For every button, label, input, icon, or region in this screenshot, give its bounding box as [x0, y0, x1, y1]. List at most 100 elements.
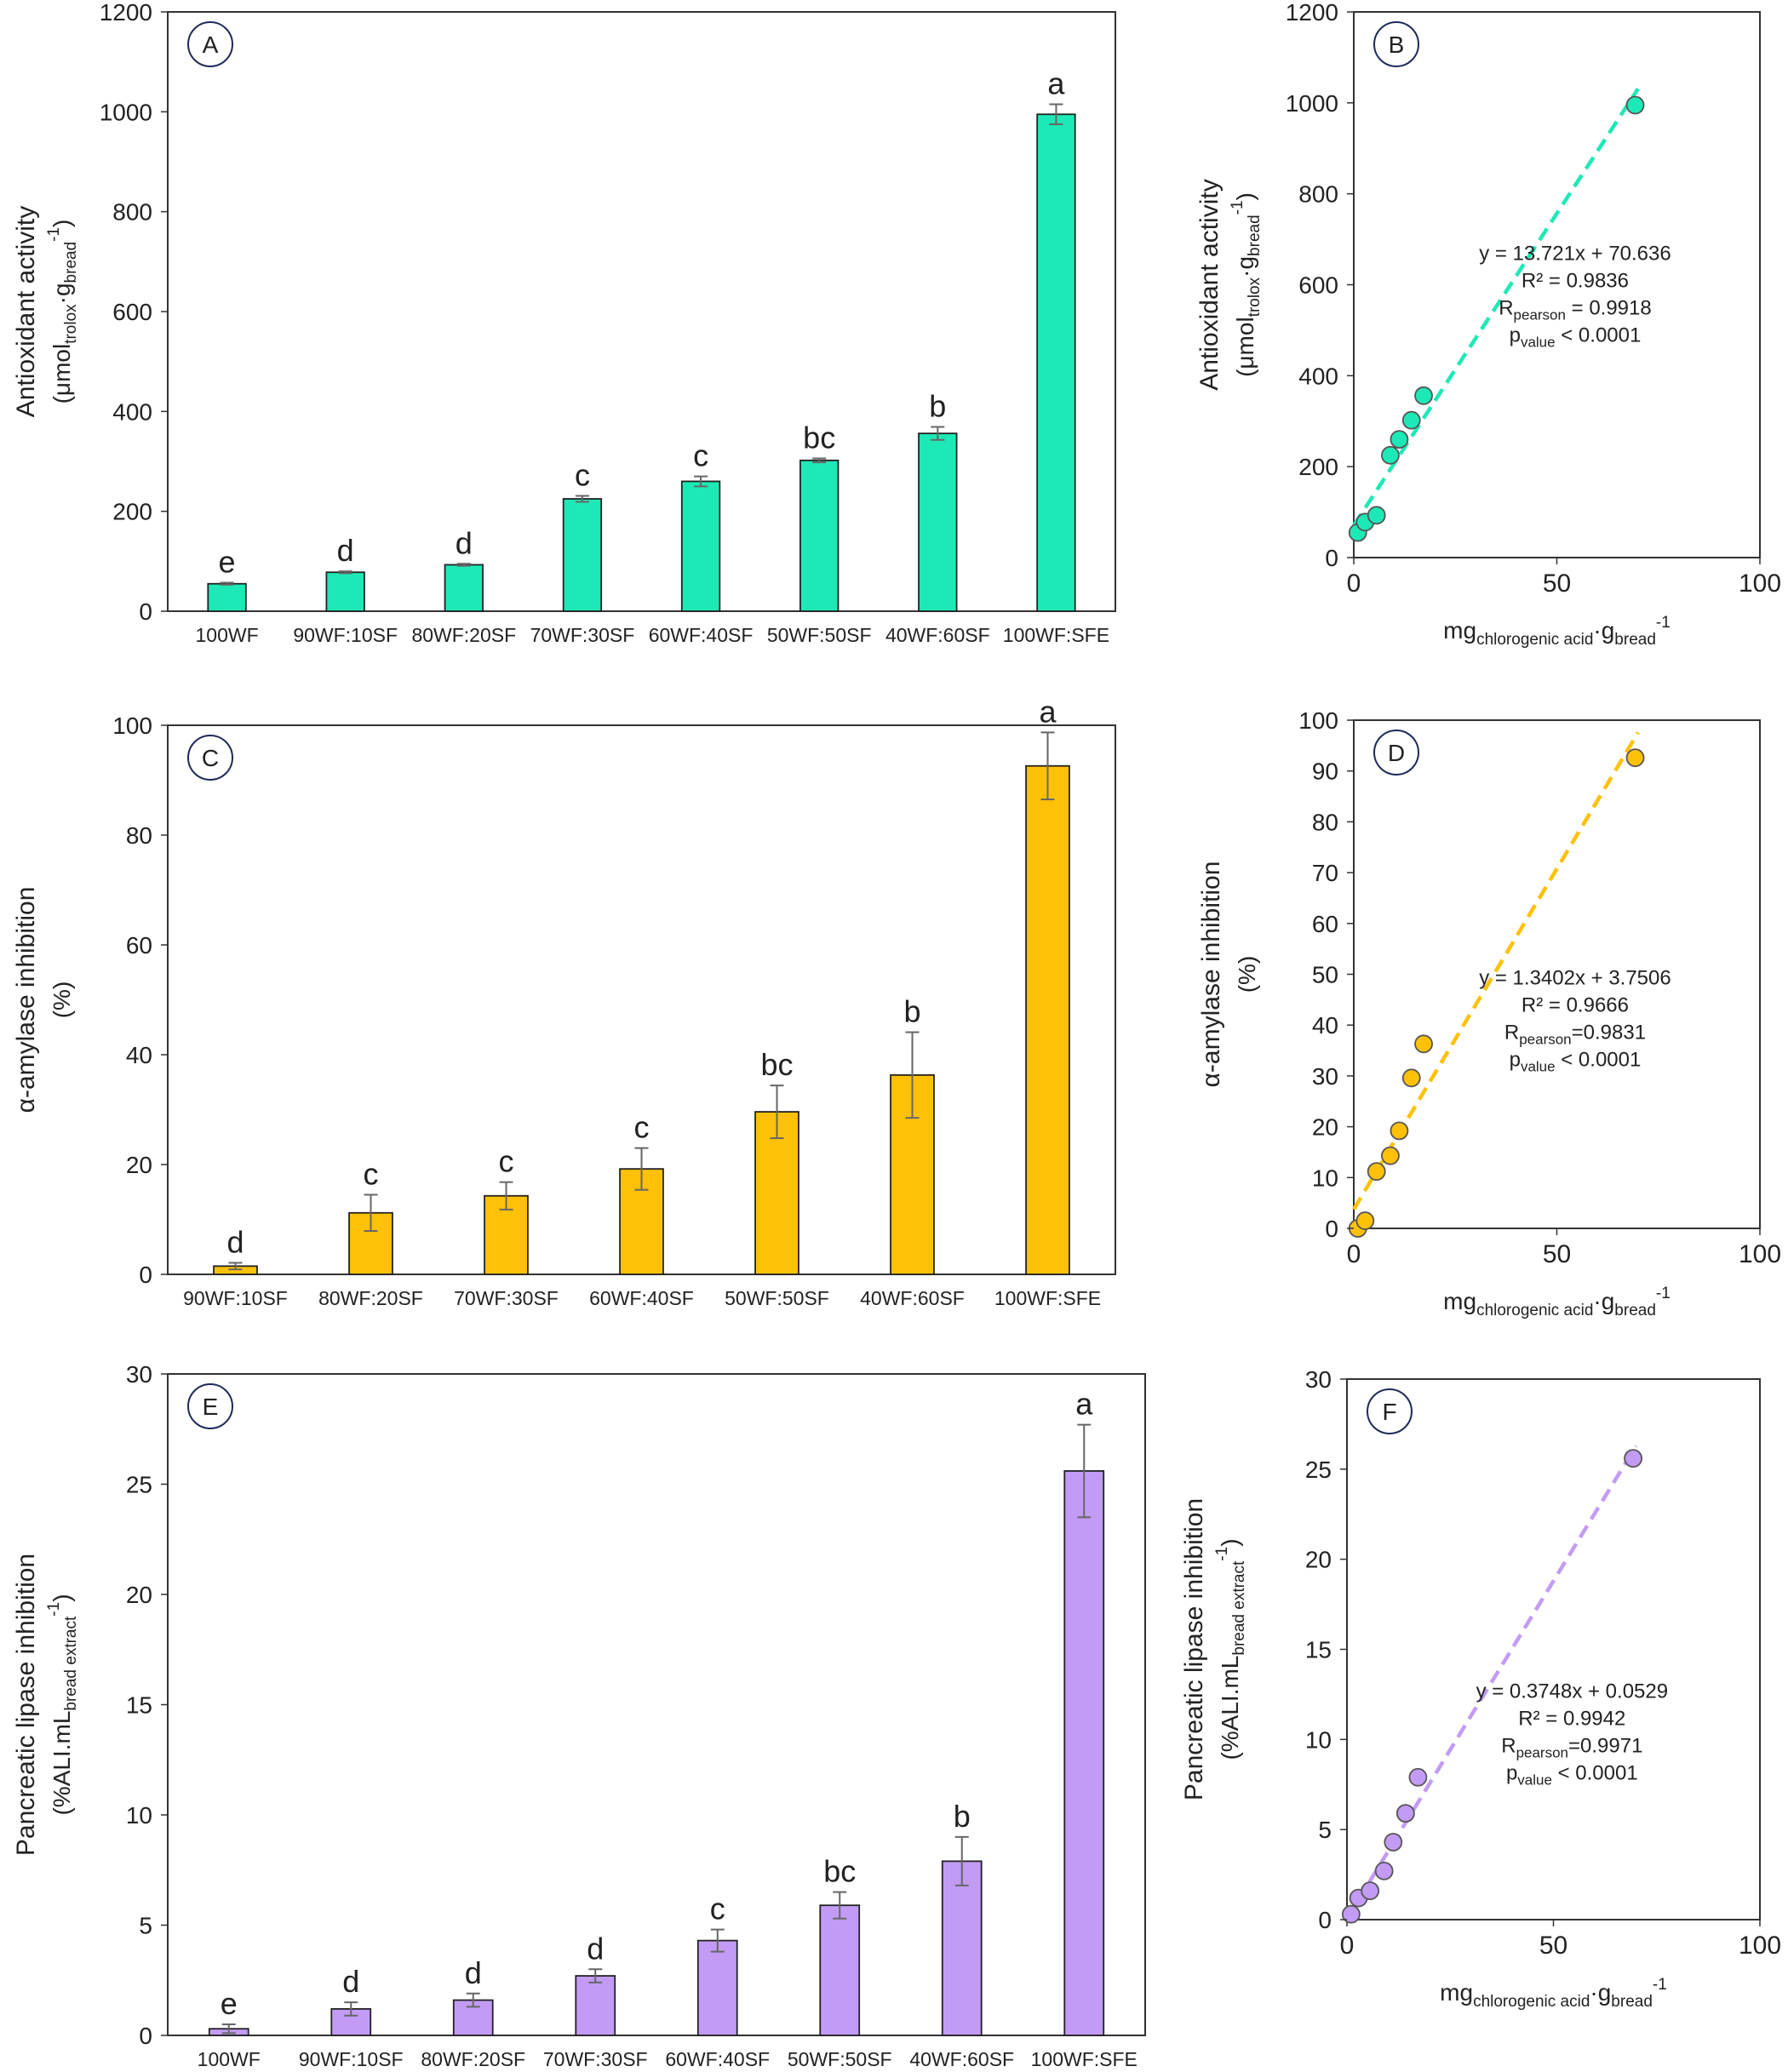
significance-letter: c	[499, 1144, 514, 1179]
x-category-label: 80WF:20SF	[421, 2048, 525, 2070]
x-tick-label: 100	[1739, 1932, 1781, 1960]
x-category-label: 70WF:30SF	[454, 1287, 559, 1309]
significance-letter: b	[954, 1799, 971, 1834]
significance-letter: d	[337, 533, 354, 568]
y-tick-label: 15	[1305, 1637, 1332, 1663]
y-axis-title: Pancreatic lipase inhibition	[12, 1554, 40, 1856]
y-tick-label: 30	[1312, 1063, 1338, 1090]
y-tick-label: 1000	[100, 99, 152, 125]
x-category-label: 100WF:SFE	[1003, 624, 1109, 646]
x-category-label: 90WF:10SF	[293, 624, 398, 646]
regression-annotation: y = 0.3748x + 0.0529 R² = 0.9942 Rpearson=…	[1476, 1680, 1669, 1789]
y-axis-label: Antioxidant activity (μmoltrolox·gbread-1…	[1195, 179, 1264, 390]
y-tick-label: 200	[112, 499, 152, 525]
bar	[1063, 1470, 1105, 2036]
y-tick-label: 200	[1298, 454, 1338, 480]
x-category-label: 90WF:10SF	[183, 1287, 288, 1309]
x-tick-label: 50	[1543, 570, 1571, 598]
data-point	[1395, 1804, 1415, 1823]
y-tick-label: 0	[139, 1262, 152, 1288]
y-axis-units: (%)	[1234, 956, 1260, 993]
significance-letter: d	[342, 1964, 359, 1999]
panel-label-circle	[187, 21, 233, 67]
panel-label-circle	[187, 1383, 233, 1429]
y-tick-label: 800	[112, 199, 152, 226]
y-tick-label: 60	[1312, 911, 1338, 937]
y-axis-units: (μmoltrolox·gbread-1)	[1229, 192, 1264, 377]
x-axis-label: mgchlorogenic acid·gbread-1	[1443, 614, 1671, 649]
r-squared: R² = 0.9666	[1522, 993, 1629, 1016]
data-point	[1390, 1121, 1409, 1141]
data-point	[1401, 1068, 1421, 1088]
x-category-label: 100WF:SFE	[994, 1287, 1101, 1309]
x-tick-label: 50	[1539, 1932, 1567, 1960]
significance-letter: c	[364, 1156, 379, 1191]
data-point	[1414, 386, 1433, 405]
data-point	[1414, 1034, 1433, 1054]
panel-label-text: B	[1389, 31, 1405, 58]
x-axis-label: mgchlorogenic acid·gbread-1	[1440, 1976, 1667, 2011]
y-tick-label: 100	[1298, 707, 1338, 734]
bar	[325, 571, 365, 612]
y-tick-label: 0	[139, 2023, 152, 2049]
data-point	[1401, 410, 1421, 430]
plot-area-frame	[167, 11, 1116, 612]
regression-equation: y = 0.3748x + 0.0529	[1476, 1680, 1669, 1703]
y-axis-units: (%ALI.mLbread extract-1)	[1213, 1538, 1248, 1760]
data-point	[1367, 1162, 1386, 1182]
panel-label: B	[1373, 21, 1419, 67]
x-category-label: 80WF:20SF	[411, 624, 516, 646]
y-tick-label: 10	[1312, 1165, 1338, 1191]
bar	[575, 1975, 616, 2036]
r-squared: R² = 0.9836	[1522, 270, 1629, 293]
y-tick-label: 80	[126, 822, 152, 849]
x-tick-label: 50	[1543, 1240, 1571, 1268]
panel-label-text: D	[1388, 740, 1405, 766]
x-category-label: 100WF	[198, 2048, 261, 2070]
y-tick-label: 800	[1298, 181, 1338, 208]
p-value: pvalue < 0.0001	[1506, 1762, 1638, 1789]
significance-letter: c	[634, 1110, 650, 1145]
y-tick-label: 100	[112, 713, 152, 739]
x-tick-label: 100	[1739, 1240, 1781, 1268]
y-tick-label: 0	[1325, 545, 1338, 571]
panel-label-text: C	[202, 745, 219, 771]
y-tick-label: 60	[126, 932, 152, 959]
y-axis-title: Pancreatic lipase inhibition	[1180, 1498, 1208, 1800]
y-axis: 0 20 40 60 80 100	[112, 713, 168, 1288]
y-axis-title: Antioxidant activity	[1195, 179, 1224, 390]
plot-area-frame	[167, 1373, 1146, 2036]
y-tick-label: 600	[1298, 272, 1338, 299]
panel-label-text: F	[1382, 1399, 1396, 1425]
x-category-label: 40WF:60SF	[860, 1287, 965, 1309]
y-axis: 0 10 20 30 40 50 60 70 80 90 100	[1298, 707, 1354, 1242]
data-point	[1384, 1833, 1403, 1852]
bar	[819, 1904, 861, 2036]
significance-letter: c	[575, 457, 590, 492]
bar	[444, 564, 484, 612]
bar	[207, 582, 247, 612]
data-point	[1341, 1904, 1361, 1924]
y-axis-units: (%)	[49, 982, 75, 1019]
significance-letter: b	[903, 994, 920, 1029]
bar	[1036, 113, 1076, 612]
significance-letter: d	[226, 1224, 244, 1259]
y-axis: 0 200 400 600 800 1000 1200	[100, 0, 168, 625]
pearson-r: Rpearson = 0.9918	[1499, 297, 1652, 323]
p-value: pvalue < 0.0001	[1510, 324, 1642, 351]
y-axis-label: α-amylase inhibition (%)	[12, 887, 75, 1113]
y-axis-units: (μmoltrolox·gbread-1)	[45, 220, 80, 404]
x-category-label: 100WF:SFE	[1031, 2048, 1138, 2070]
bar-chart-C: d 90WF:10SF c 80WF:20SF c 70WF:30SF c 60WF:40SF…	[167, 694, 1116, 1309]
panel-label-circle	[1373, 730, 1419, 776]
bar	[1025, 764, 1070, 1275]
y-tick-label: 10	[1305, 1726, 1332, 1753]
data-point	[1374, 1861, 1394, 1880]
significance-letter: e	[221, 1986, 238, 2021]
y-tick-label: 50	[1312, 962, 1338, 988]
y-axis-title: α-amylase inhibition	[1197, 861, 1225, 1088]
significance-letter: c	[710, 1892, 725, 1926]
y-axis-title: α-amylase inhibition	[12, 887, 40, 1113]
panel-label-circle	[1373, 21, 1419, 67]
panel-label: D	[1373, 730, 1419, 776]
